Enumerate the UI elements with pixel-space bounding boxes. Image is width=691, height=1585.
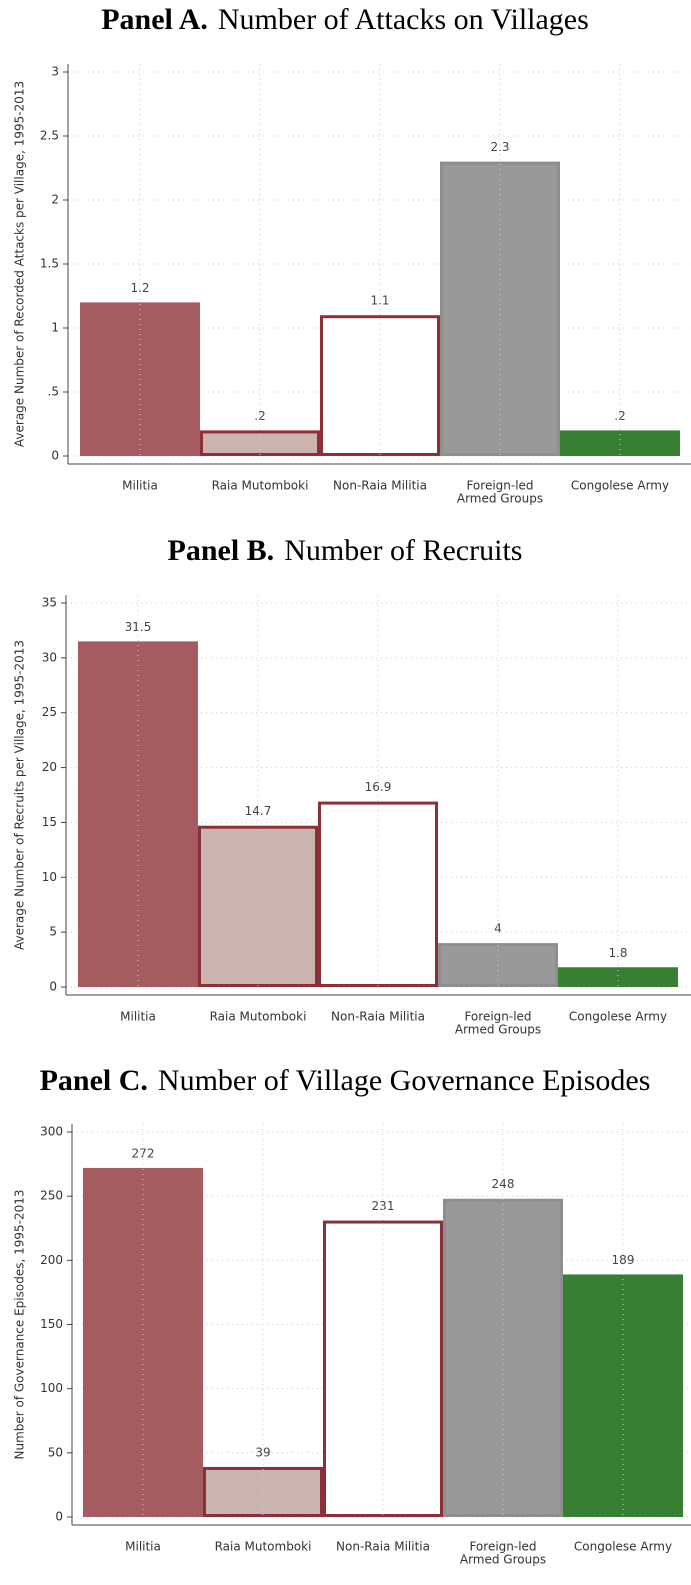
- x-tick-label: Congolese Army: [569, 1010, 667, 1024]
- panel: Panel C. Number of Village Governance Epi…: [13, 1064, 691, 1567]
- y-tick-label: 1: [51, 321, 59, 335]
- panel: Panel B. Number of Recruits Average Number…: [13, 534, 691, 1037]
- x-tick-label: Non-Raia Militia: [336, 1540, 430, 1554]
- bar: [200, 430, 320, 456]
- panel-label: Panel A.: [101, 3, 208, 36]
- chart-title: Panel A. Number of Attacks on Villages: [101, 3, 589, 36]
- y-tick-label: 0: [49, 980, 57, 994]
- y-tick-label: 20: [42, 760, 57, 774]
- y-tick-label: 5: [49, 925, 57, 939]
- bar: [558, 967, 678, 987]
- y-tick-label: 30: [42, 650, 57, 664]
- y-tick-label: 200: [40, 1253, 63, 1267]
- x-tick-label: Foreign-led: [466, 479, 533, 493]
- y-tick-label: 150: [40, 1317, 63, 1331]
- panel-label: Panel B.: [168, 534, 275, 567]
- y-tick-label: .5: [48, 385, 59, 399]
- bar: [83, 1167, 203, 1518]
- value-label: 39: [255, 1445, 270, 1459]
- bar: [560, 430, 680, 456]
- title-text: Number of Attacks on Villages: [218, 3, 589, 36]
- x-tick-label: Armed Groups: [457, 492, 543, 506]
- title-text: Number of Recruits: [284, 534, 522, 567]
- y-tick-label: 15: [42, 815, 57, 829]
- x-tick-label: Foreign-led: [464, 1010, 531, 1024]
- y-tick-label: 300: [40, 1125, 63, 1139]
- y-tick-label: 50: [48, 1445, 63, 1459]
- y-tick-label: 10: [42, 870, 57, 884]
- bar: [320, 315, 440, 457]
- bar: [323, 1220, 443, 1518]
- panel: Panel A. Number of Attacks on Villages Ave…: [13, 3, 691, 506]
- x-tick-label: Congolese Army: [574, 1540, 672, 1554]
- x-tick-label: Congolese Army: [571, 479, 669, 493]
- y-tick-label: 3: [51, 65, 59, 79]
- x-tick-label: Foreign-led: [469, 1540, 536, 1554]
- y-tick-label: 1.5: [40, 257, 59, 271]
- x-tick-label: Non-Raia Militia: [331, 1010, 425, 1024]
- y-tick-label: 2: [51, 193, 59, 207]
- bar: [563, 1274, 683, 1517]
- y-tick-label: 0: [55, 1510, 63, 1524]
- x-tick-label: Militia: [120, 1010, 156, 1024]
- title-text: Number of Village Governance Episodes: [158, 1064, 651, 1097]
- y-axis-label: Average Number of Recorded Attacks per V…: [13, 81, 27, 447]
- y-axis-label: Number of Governance Episodes, 1995-2013: [13, 1189, 27, 1459]
- x-tick-label: Militia: [125, 1540, 161, 1554]
- y-tick-label: 25: [42, 705, 57, 719]
- y-tick-label: 250: [40, 1189, 63, 1203]
- value-label: 1.8: [608, 946, 627, 960]
- value-label: 16.9: [365, 780, 392, 794]
- bar: [203, 1466, 323, 1517]
- x-tick-label: Non-Raia Militia: [333, 479, 427, 493]
- x-tick-label: Raia Mutomboki: [212, 479, 309, 493]
- value-label: 272: [132, 1146, 155, 1160]
- y-axis-label: Average Number of Recruits per Village, …: [13, 640, 27, 950]
- bar: [443, 1198, 563, 1517]
- y-tick-label: 100: [40, 1381, 63, 1395]
- bar: [440, 161, 560, 456]
- y-tick-label: 2.5: [40, 129, 59, 143]
- x-tick-label: Raia Mutomboki: [210, 1010, 307, 1024]
- chart-title: Panel C. Number of Village Governance Epi…: [40, 1064, 651, 1097]
- y-tick-label: 0: [51, 449, 59, 463]
- x-tick-label: Raia Mutomboki: [215, 1540, 312, 1554]
- value-label: .2: [614, 409, 625, 423]
- x-tick-label: Militia: [122, 479, 158, 493]
- value-label: 14.7: [245, 804, 272, 818]
- value-label: 4: [494, 922, 502, 936]
- bar: [78, 641, 198, 988]
- value-label: 31.5: [125, 620, 152, 634]
- panel-label: Panel C.: [40, 1064, 148, 1097]
- value-label: 1.2: [130, 281, 149, 295]
- chart-title: Panel B. Number of Recruits: [168, 534, 523, 567]
- value-label: 2.3: [490, 140, 509, 154]
- x-tick-label: Armed Groups: [460, 1553, 546, 1567]
- y-tick-label: 35: [42, 596, 57, 610]
- value-label: .2: [254, 409, 265, 423]
- x-tick-label: Armed Groups: [455, 1023, 541, 1037]
- value-label: 1.1: [370, 294, 389, 308]
- value-label: 231: [372, 1199, 395, 1213]
